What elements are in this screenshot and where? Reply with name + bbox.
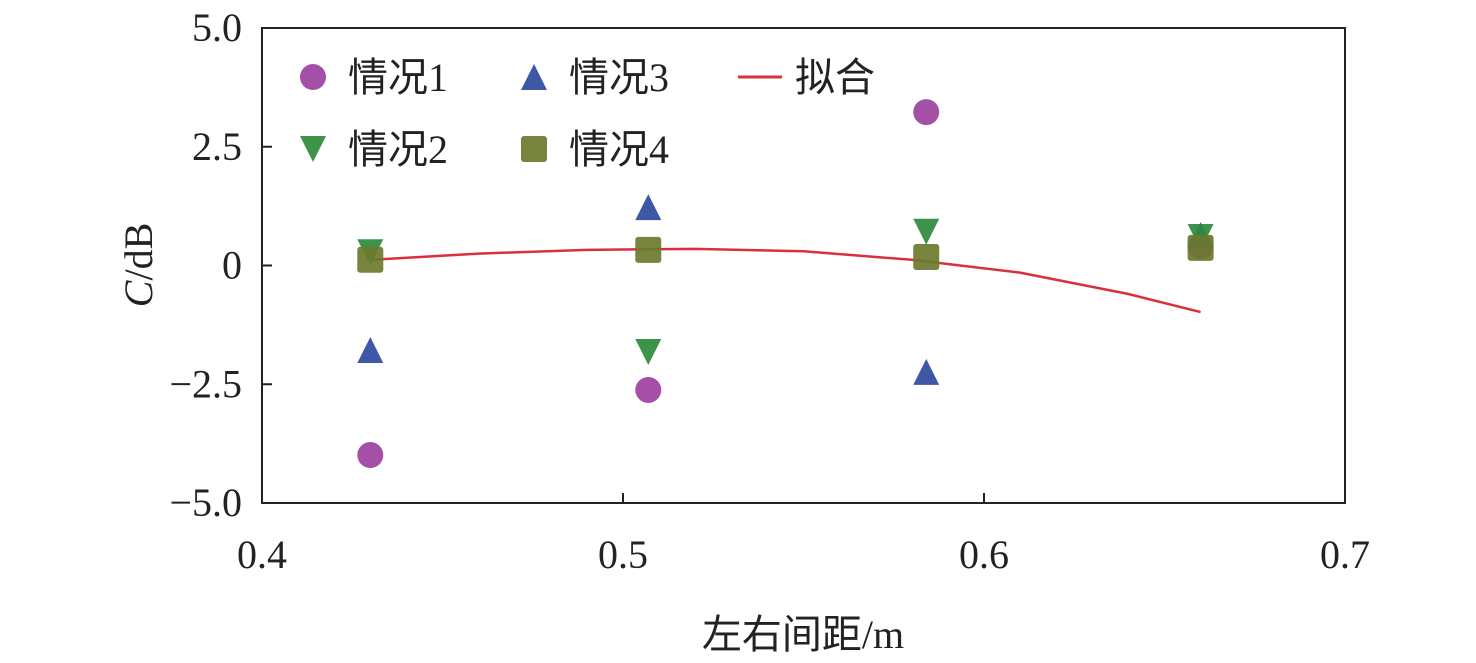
data-point-情况4: [1187, 234, 1214, 261]
data-point-情况3: [635, 194, 662, 221]
data-point-情况4: [357, 246, 384, 273]
legend-marker-square: [521, 136, 547, 162]
legend-marker-triangle-down: [300, 136, 326, 162]
y-axis-label: C/dB: [116, 223, 161, 307]
x-tick-label: 0.5: [598, 532, 648, 577]
legend-marker-circle: [300, 64, 326, 90]
legend-label: 情况3: [569, 55, 669, 100]
data-point-情况4: [635, 236, 662, 263]
y-axis-label-unit: /dB: [116, 223, 161, 281]
data-point-情况1: [913, 99, 940, 126]
x-axis-label: 左右间距/m: [702, 612, 904, 657]
data-point-情况1: [635, 376, 662, 403]
y-tick-label: −2.5: [169, 361, 242, 406]
legend-label: 情况2: [348, 127, 448, 172]
legend-label: 情况1: [348, 55, 448, 100]
y-tick-label: −5.0: [169, 480, 242, 525]
data-point-情况2: [635, 338, 662, 365]
y-tick-label: 0: [222, 243, 242, 288]
legend-marker-triangle-up: [521, 64, 547, 90]
data-point-情况2: [913, 218, 940, 245]
x-tick-label: 0.4: [237, 532, 287, 577]
fit-line: [370, 247, 1201, 314]
data-point-情况3: [357, 337, 384, 364]
x-tick-label: 0.7: [1320, 532, 1370, 577]
data-point-情况1: [357, 442, 384, 469]
x-tick-label: 0.6: [959, 532, 1009, 577]
data-point-情况3: [913, 358, 940, 385]
legend-label: 拟合: [795, 55, 875, 100]
legend-label: 情况4: [569, 127, 669, 172]
data-point-情况4: [913, 243, 940, 270]
y-axis-label-italic: C: [116, 279, 161, 307]
y-tick-label: 2.5: [192, 124, 242, 169]
y-tick-label: 5.0: [192, 5, 242, 50]
